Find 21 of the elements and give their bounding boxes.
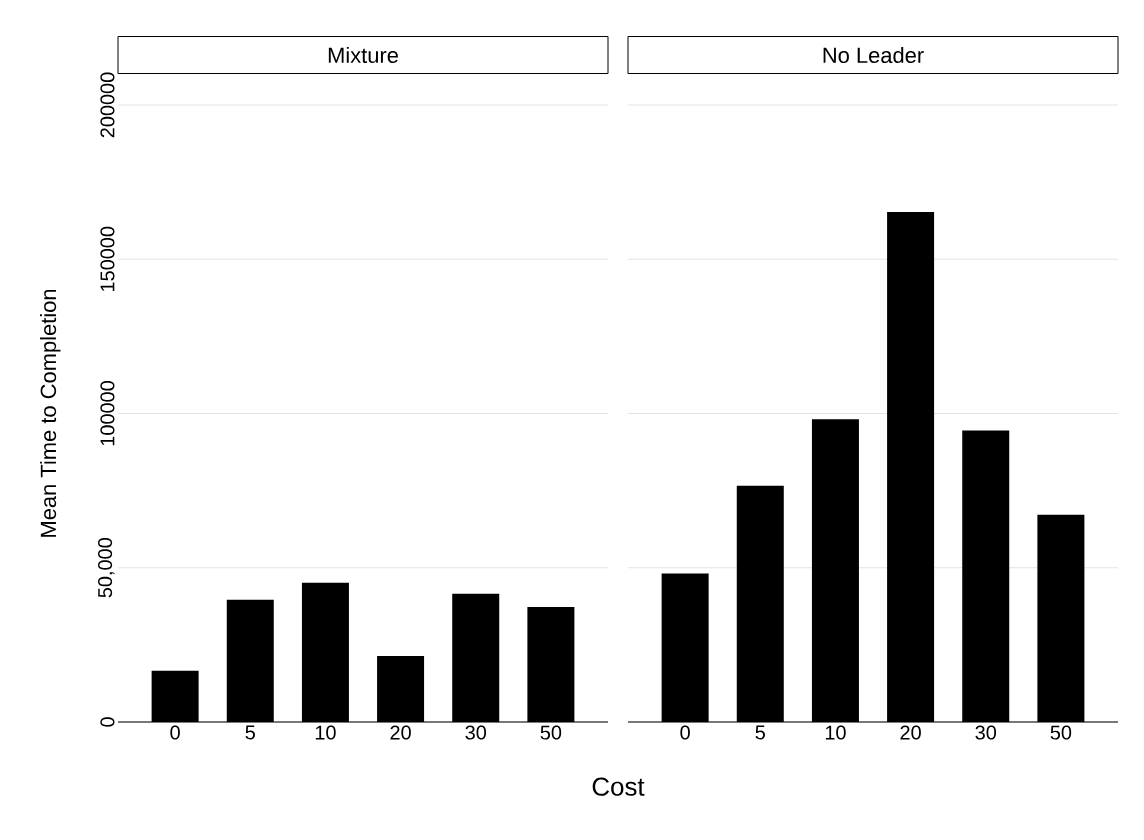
x-tick-label: 10 xyxy=(825,725,846,740)
x-axis-title: Cost xyxy=(592,777,645,796)
x-tick-label: 5 xyxy=(755,725,765,740)
chart-title: Mixture xyxy=(328,46,398,64)
y-tick-label: 100000 xyxy=(100,381,115,446)
y-tick-label: 50,000 xyxy=(98,538,115,598)
x-tick-label: 20 xyxy=(390,725,411,740)
x-tick-label: 5 xyxy=(245,725,255,740)
x-tick-label: 10 xyxy=(315,725,336,740)
y-tick-label: 150000 xyxy=(100,226,115,291)
y-axis-title: Mean Time to Completion xyxy=(40,289,61,537)
x-tick-label: 30 xyxy=(465,725,487,740)
y-tick-label: 0 xyxy=(100,717,115,727)
y-tick-label: 200000 xyxy=(100,72,115,138)
x-tick-label: 20 xyxy=(900,725,921,740)
x-tick-label: 50 xyxy=(1050,725,1072,740)
x-tick-label: 0 xyxy=(680,725,690,740)
x-tick-label: 30 xyxy=(975,725,997,740)
x-tick-label: 0 xyxy=(170,725,180,740)
chart-title: No Leader xyxy=(823,46,924,64)
x-tick-label: 50 xyxy=(540,725,562,740)
